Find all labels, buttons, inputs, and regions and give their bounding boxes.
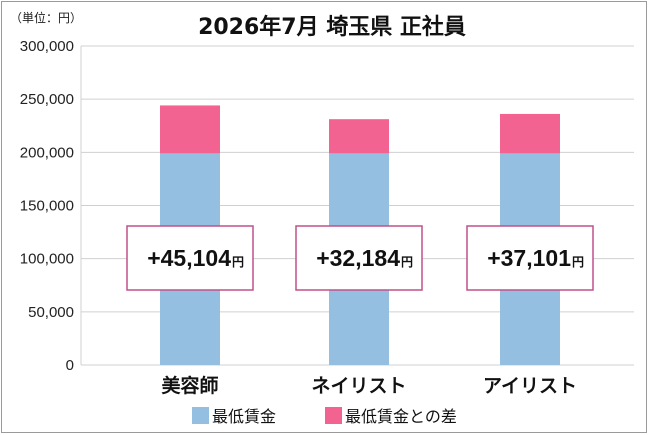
data-label-box xyxy=(466,225,594,291)
y-tick-label: 300,000 xyxy=(20,38,74,55)
bar-segment-difference xyxy=(500,113,560,154)
legend-swatch xyxy=(192,407,209,424)
y-tick-label: 50,000 xyxy=(28,304,74,321)
legend: 最低賃金 最低賃金との差 xyxy=(192,407,457,426)
y-axis-ticks: 0 50,000 100,000 150,000 200,000 250,000 300,0… xyxy=(20,38,74,374)
data-label: +37,101円 xyxy=(466,225,594,291)
data-label-text: +37,101円 xyxy=(487,245,584,271)
data-label-unit: 円 xyxy=(572,255,584,269)
data-label-unit: 円 xyxy=(401,255,413,269)
data-label-value: +45,104 xyxy=(147,245,231,271)
x-category-label: ネイリスト xyxy=(311,375,406,397)
data-label: +32,184円 xyxy=(295,225,423,291)
y-tick-label: 0 xyxy=(66,357,74,374)
bar-segment-difference xyxy=(329,119,389,154)
bar-segment-difference xyxy=(160,105,220,154)
data-label-value: +32,184 xyxy=(316,245,400,271)
y-tick-label: 100,000 xyxy=(20,251,74,268)
unit-label: （単位：円） xyxy=(10,10,82,25)
data-label-text: +32,184円 xyxy=(316,245,413,271)
y-tick-label: 150,000 xyxy=(20,198,74,215)
x-category-label: アイリスト xyxy=(483,375,577,397)
chart-title: 2026年7月 埼玉県 正社員 xyxy=(198,14,466,40)
data-label-unit: 円 xyxy=(232,255,244,269)
legend-item: 最低賃金との差 xyxy=(325,407,457,426)
y-tick-label: 200,000 xyxy=(20,144,74,161)
data-label: +45,104円 xyxy=(126,225,254,291)
data-label-text: +45,104円 xyxy=(147,245,244,271)
x-category-label: 美容師 xyxy=(161,374,218,397)
data-label-value: +37,101 xyxy=(487,245,571,271)
y-tick-label: 250,000 xyxy=(20,91,74,108)
data-label-box xyxy=(295,225,423,291)
legend-label: 最低賃金 xyxy=(212,407,276,426)
legend-swatch xyxy=(325,407,342,424)
legend-item: 最低賃金 xyxy=(192,407,276,426)
data-label-box xyxy=(126,225,254,291)
legend-label: 最低賃金との差 xyxy=(345,407,457,426)
x-axis-categories: 美容師 ネイリスト アイリスト xyxy=(161,374,577,397)
data-labels: +45,104円 +32,184円 +37,101円 xyxy=(126,225,594,291)
